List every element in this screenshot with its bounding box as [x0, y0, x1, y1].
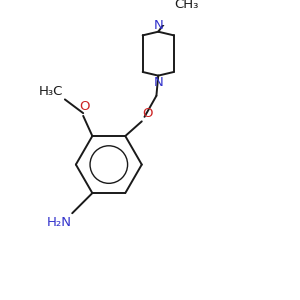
Text: O: O	[143, 106, 153, 120]
Text: N: N	[153, 76, 163, 88]
Text: H₂N: H₂N	[46, 216, 71, 229]
Text: CH₃: CH₃	[174, 0, 198, 11]
Text: N: N	[153, 19, 163, 32]
Text: H₃C: H₃C	[39, 85, 63, 98]
Text: O: O	[79, 100, 89, 113]
